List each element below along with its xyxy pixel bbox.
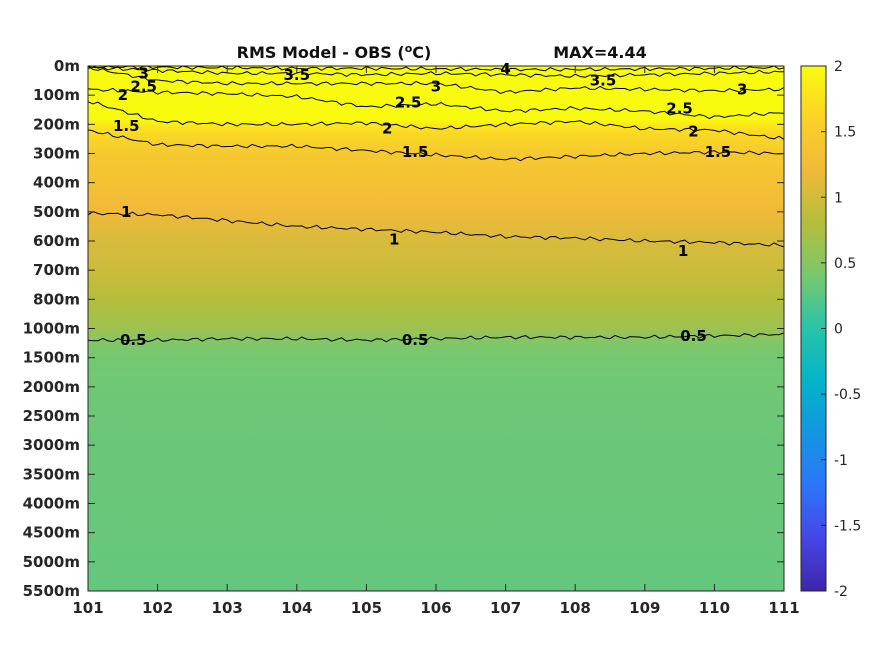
contour-label: 2 xyxy=(118,86,128,104)
x-tick-label: 106 xyxy=(420,599,451,617)
x-tick-label: 102 xyxy=(142,599,173,617)
contour-label: 3 xyxy=(737,80,747,98)
x-axis: 101 102 103 104 105 106 107 108 109 110 111 xyxy=(72,66,800,617)
x-tick-label: 111 xyxy=(768,599,799,617)
y-tick-label: 700m xyxy=(33,261,80,279)
x-tick-label: 101 xyxy=(72,599,103,617)
x-tick-label: 108 xyxy=(560,599,591,617)
colorbar-tick-label: -2 xyxy=(834,584,848,600)
max-annotation: MAX=4.44 xyxy=(553,43,647,62)
contour-line-0-5 xyxy=(88,332,784,343)
x-tick-label: 109 xyxy=(629,599,660,617)
x-tick-label: 103 xyxy=(212,599,243,617)
y-tick-label: 600m xyxy=(33,232,80,250)
contour-label: 3.5 xyxy=(284,66,311,84)
y-axis: 0m 100m 200m 300m 400m 500m 600m 700m 800m 1000m 1… xyxy=(23,57,784,600)
contour-label: 3.5 xyxy=(590,72,617,90)
contour-label: 0.5 xyxy=(402,331,429,349)
y-tick-label: 300m xyxy=(33,145,80,163)
contour-lines xyxy=(88,66,784,343)
colorbar-tick-label: 0.5 xyxy=(834,256,856,272)
y-tick-label: 4000m xyxy=(23,495,80,513)
contour-label: 3 xyxy=(431,77,441,95)
contour-label: 0.5 xyxy=(120,331,147,349)
contour-line-2-5 xyxy=(88,87,784,120)
y-tick-label: 5000m xyxy=(23,553,80,571)
contour-label: 1 xyxy=(121,203,131,221)
colorbar-tick-label: 1 xyxy=(834,190,843,206)
contour-label: 2.5 xyxy=(395,93,422,111)
contour-line-1 xyxy=(88,211,784,248)
contour-label: 1.5 xyxy=(113,117,140,135)
contour-label: 1.5 xyxy=(402,143,429,161)
colorbar-tick-label: 0 xyxy=(834,322,843,338)
y-tick-label: 1000m xyxy=(23,320,80,338)
contour-line-3 xyxy=(88,66,784,95)
x-tick-label: 107 xyxy=(490,599,521,617)
contour-line-2 xyxy=(88,101,784,140)
contour-label: 1 xyxy=(389,231,399,249)
y-tick-label: 2500m xyxy=(23,407,80,425)
y-tick-label: 100m xyxy=(33,86,80,104)
colorbar-tick-label: -1.5 xyxy=(834,518,861,534)
y-tick-label: 2000m xyxy=(23,378,80,396)
contour-line-1-5 xyxy=(88,129,784,162)
contour-label: 0.5 xyxy=(680,327,707,345)
y-tick-label: 500m xyxy=(33,203,80,221)
colorbar-tick-label: 2 xyxy=(834,59,843,75)
y-tick-label: 800m xyxy=(33,290,80,308)
contour-label: 2.5 xyxy=(666,99,693,117)
y-tick-label: 3000m xyxy=(23,436,80,454)
y-tick-label: 200m xyxy=(33,115,80,133)
chart-title: RMS Model - OBS (oC) xyxy=(237,42,432,63)
contour-label: 3 xyxy=(138,64,148,82)
colorbar-axis: 2 1.5 1 0.5 0 -0.5 -1 -1.5 -2 xyxy=(821,59,861,600)
contour-label: 2 xyxy=(382,120,392,138)
y-tick-label: 400m xyxy=(33,174,80,192)
y-tick-label: 4500m xyxy=(23,524,80,542)
contour-label: 1 xyxy=(678,242,688,260)
x-tick-label: 104 xyxy=(281,599,312,617)
colorbar xyxy=(800,65,827,592)
contour-line-3-5 xyxy=(88,66,784,78)
contour-label: 1.5 xyxy=(705,143,732,161)
colorbar-tick-label: -1 xyxy=(834,453,848,469)
y-tick-label: 5500m xyxy=(23,582,80,600)
y-tick-label: 0m xyxy=(54,57,80,75)
y-tick-label: 1500m xyxy=(23,349,80,367)
x-tick-label: 105 xyxy=(351,599,382,617)
x-tick-label: 110 xyxy=(699,599,730,617)
colorbar-tick-label: 1.5 xyxy=(834,125,856,141)
y-tick-label: 3500m xyxy=(23,465,80,483)
contour-label: 2.5 xyxy=(130,77,157,95)
colorbar-tick-label: -0.5 xyxy=(834,387,861,403)
contour-label: 2 xyxy=(688,123,698,141)
